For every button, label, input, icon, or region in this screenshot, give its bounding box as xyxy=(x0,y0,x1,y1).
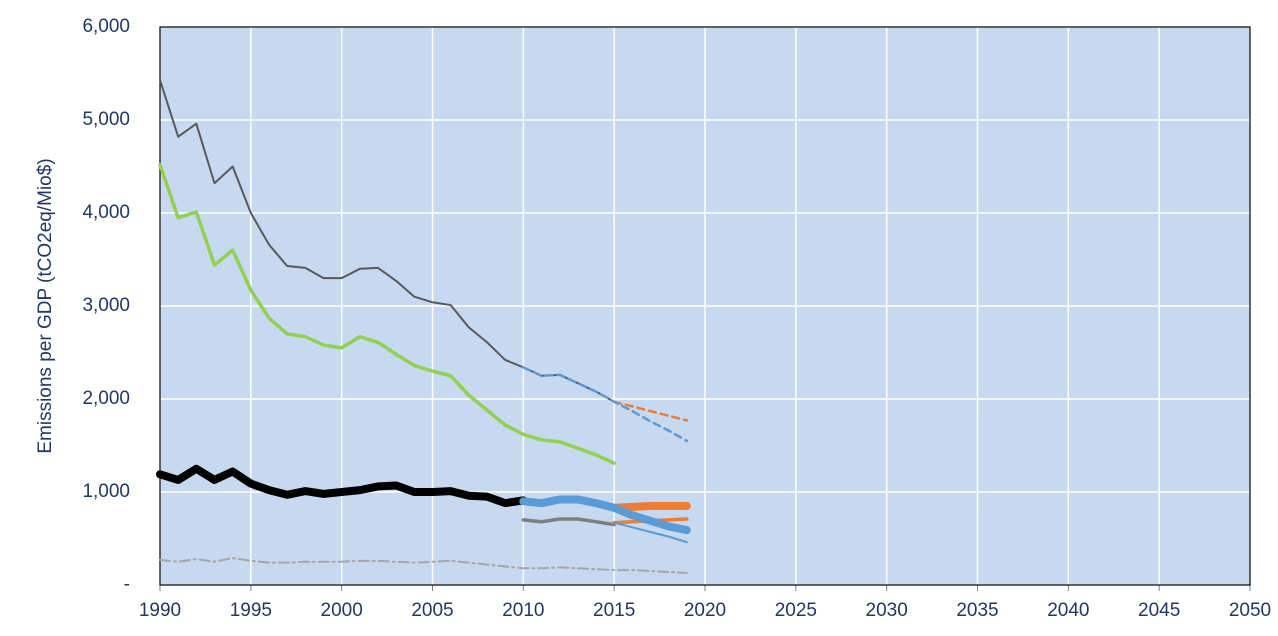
series-line xyxy=(158,162,616,465)
series-line xyxy=(521,517,616,527)
y-tick-label: 4,000 xyxy=(82,202,130,223)
x-tick-label: 2045 xyxy=(1138,600,1180,621)
y-tick-label: - xyxy=(124,574,130,595)
plot-border xyxy=(159,26,1251,586)
series-line xyxy=(159,557,688,574)
x-tick-label: 2035 xyxy=(956,600,998,621)
y-axis-label: Emissions per GDP (tCO2eq/Mio$) xyxy=(35,158,56,453)
y-tick-label: 5,000 xyxy=(82,109,130,130)
series-line xyxy=(519,495,691,535)
x-tick-label: 2050 xyxy=(1229,600,1271,621)
y-tick-label: 3,000 xyxy=(82,295,130,316)
series-line xyxy=(613,521,688,544)
x-tick-label: 2040 xyxy=(1047,600,1089,621)
x-tick-label: 2015 xyxy=(593,600,635,621)
series-line xyxy=(610,501,691,512)
series-line xyxy=(522,366,689,443)
series-line xyxy=(156,464,528,508)
x-tick-label: 1995 xyxy=(230,600,272,621)
y-tick-label: 1,000 xyxy=(82,481,130,502)
x-tick-label: 2020 xyxy=(684,600,726,621)
y-tick-label: 6,000 xyxy=(82,16,130,37)
x-tick-label: 2010 xyxy=(502,600,544,621)
x-tick-label: 2025 xyxy=(775,600,817,621)
x-tick-label: 1990 xyxy=(139,600,181,621)
y-tick-label: 2,000 xyxy=(82,388,130,409)
x-tick-label: 2030 xyxy=(866,600,908,621)
series-line xyxy=(612,400,689,422)
x-tick-label: 2000 xyxy=(321,600,363,621)
x-tick-label: 2005 xyxy=(411,600,453,621)
